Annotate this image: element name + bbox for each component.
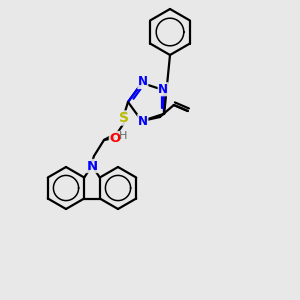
Text: N: N [138,76,148,88]
Text: N: N [158,83,168,96]
Text: N: N [86,160,98,172]
Text: H: H [119,131,127,141]
Text: O: O [110,131,121,145]
Text: N: N [138,115,148,128]
Text: S: S [119,111,129,125]
